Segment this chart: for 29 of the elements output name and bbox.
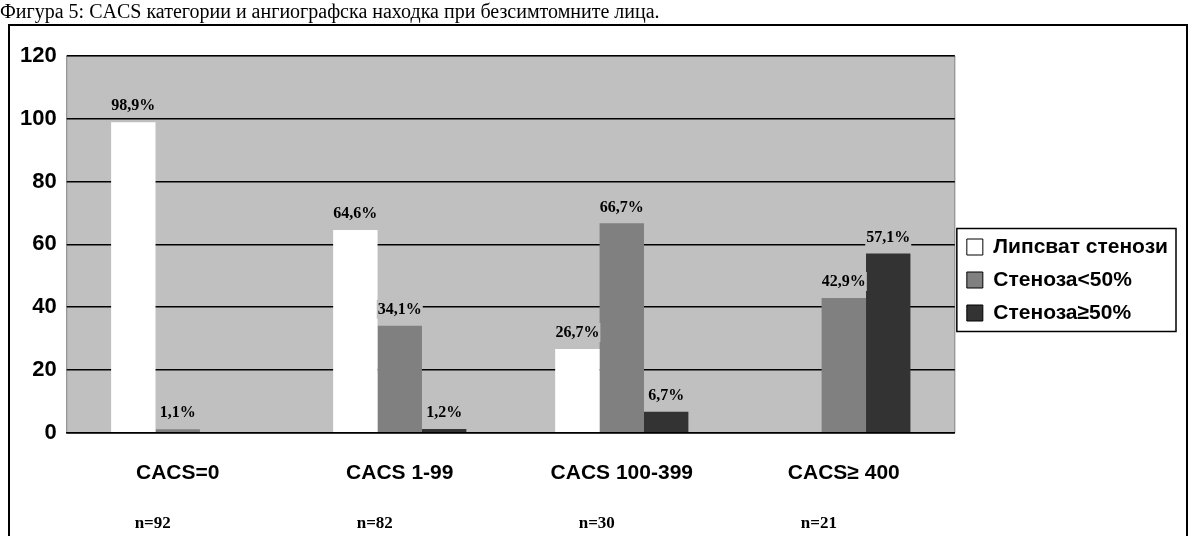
text: n=21 [800,513,837,532]
x-tick-label: CACS≥ 400 [787,460,900,484]
legend-label: Липсват стенози [993,233,1169,257]
data-label: 1,2% [426,403,463,421]
x-tick-label: CACS 100-399 [550,460,693,484]
text: n=82 [356,513,393,532]
text: n=92 [134,513,171,532]
text: n=30 [578,513,615,532]
chart-title: Фигура 5: CACS категории и ангиографска находка при безсимтомните лица. [0,0,660,23]
y-tick-label: 100 [19,104,57,130]
data-label: 57,1% [866,227,911,245]
y-tick-label: 20 [32,356,57,382]
legend-label: Стеноза≥50% [993,299,1132,323]
y-tick-label: 80 [32,167,57,193]
data-label: 66,7% [599,197,644,215]
x-tick-label: CACS=0 [136,460,220,484]
data-label: 64,6% [333,204,378,222]
legend-label: Стеноза<50% [993,266,1133,290]
data-label: 6,7% [648,385,685,403]
data-label: 42,9% [821,272,866,290]
y-tick-label: 0 [44,418,57,444]
x-tick-label: CACS 1-99 [346,460,454,484]
data-label: 26,7% [555,323,600,341]
y-tick-label: 60 [32,230,57,256]
y-tick-label: 120 [19,42,57,68]
data-label: 34,1% [377,299,422,317]
y-tick-label: 40 [32,293,57,319]
data-label: 1,1% [159,403,196,421]
data-label: 98,9% [111,96,156,114]
